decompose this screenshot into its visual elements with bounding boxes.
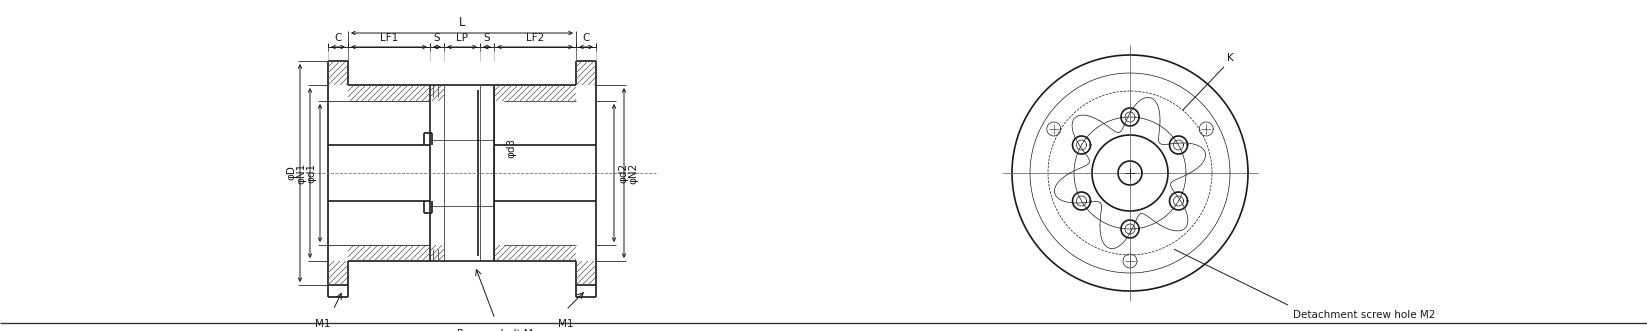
Text: LF2: LF2 (525, 33, 544, 43)
Text: L: L (460, 16, 464, 29)
Text: M1: M1 (315, 319, 331, 329)
Text: S: S (484, 33, 491, 43)
Text: C: C (583, 33, 590, 43)
Text: φN2: φN2 (628, 163, 637, 184)
Text: K: K (1227, 53, 1234, 63)
Text: φd2: φd2 (618, 163, 628, 183)
Text: φD: φD (287, 166, 296, 180)
Text: LF1: LF1 (380, 33, 399, 43)
Text: M1: M1 (558, 319, 573, 329)
Text: Reamer bolt M: Reamer bolt M (458, 329, 534, 331)
Text: φN1: φN1 (296, 163, 306, 184)
Text: LP: LP (456, 33, 468, 43)
Text: φd3: φd3 (506, 138, 516, 158)
Text: S: S (433, 33, 440, 43)
Text: C: C (334, 33, 341, 43)
Text: Detachment screw hole M2: Detachment screw hole M2 (1293, 310, 1436, 320)
Text: φd1: φd1 (306, 163, 316, 183)
